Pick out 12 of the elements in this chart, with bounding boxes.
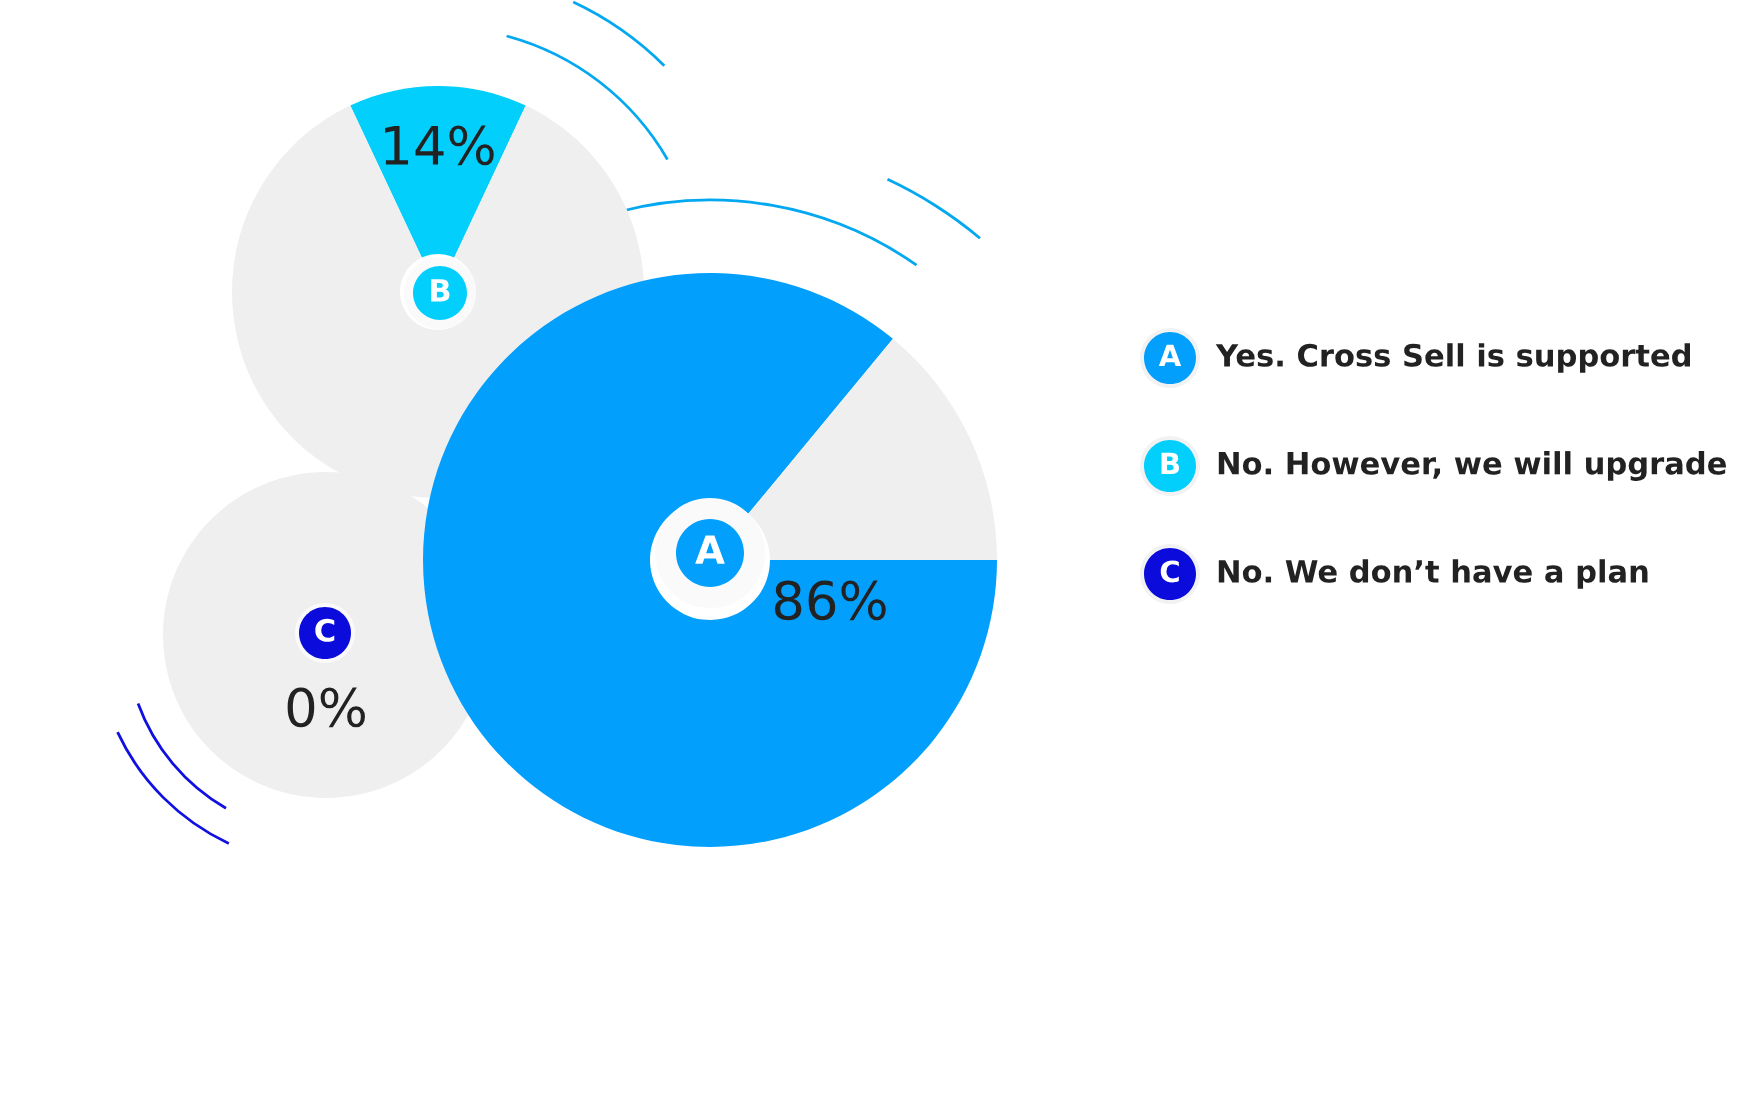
text: B xyxy=(1161,452,1180,475)
text: C xyxy=(315,618,335,642)
text: 0% xyxy=(287,687,365,728)
legend-label: No. We don’t have a plan xyxy=(1218,559,1648,589)
text: C xyxy=(1160,560,1179,583)
text: A xyxy=(695,535,725,564)
legend-label: No. However, we will upgrade xyxy=(1218,451,1726,481)
data-label: 14% xyxy=(385,125,494,166)
data-label: 86% xyxy=(774,580,886,621)
text: A xyxy=(1158,344,1182,367)
legend-label: Yes. Cross Sell is supported xyxy=(1215,343,1690,373)
text: B xyxy=(431,279,450,302)
